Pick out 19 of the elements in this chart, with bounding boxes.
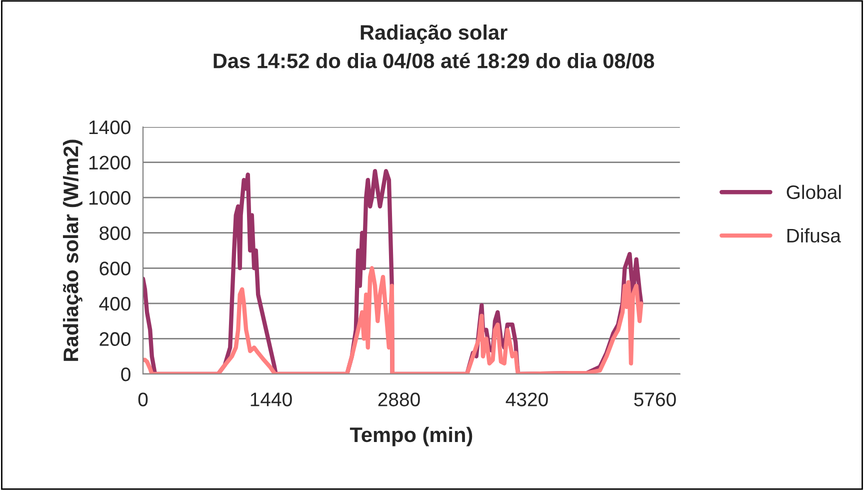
x-axis-title: Tempo (min) <box>350 426 472 446</box>
y-tick-label: 1200 <box>89 156 130 170</box>
x-tick-label: 1440 <box>250 392 292 406</box>
y-tick-label: 600 <box>100 262 130 276</box>
y-axis-title: Radiação solar (W/m2) <box>62 140 82 361</box>
line-series <box>143 266 644 374</box>
y-tick-label: 1400 <box>89 120 130 134</box>
x-tick-label: 4320 <box>506 392 548 406</box>
y-tick-label: 400 <box>99 296 130 311</box>
legend-label: Global <box>786 184 841 200</box>
x-tick-label: 0 <box>138 392 148 406</box>
x-tick-label: 5760 <box>634 392 676 406</box>
x-tick-label: 2880 <box>378 392 420 406</box>
legend-label: Difusa <box>787 228 841 243</box>
chart-title: Radiação solar Das 14:52 do dia 04/08 até 18:29 do dia 08/08 <box>214 24 654 68</box>
y-tick-label: 800 <box>100 226 130 240</box>
y-tick-label: 1000 <box>89 191 130 205</box>
y-tick-label: 200 <box>100 332 130 346</box>
y-tick-label: 0 <box>121 367 130 382</box>
